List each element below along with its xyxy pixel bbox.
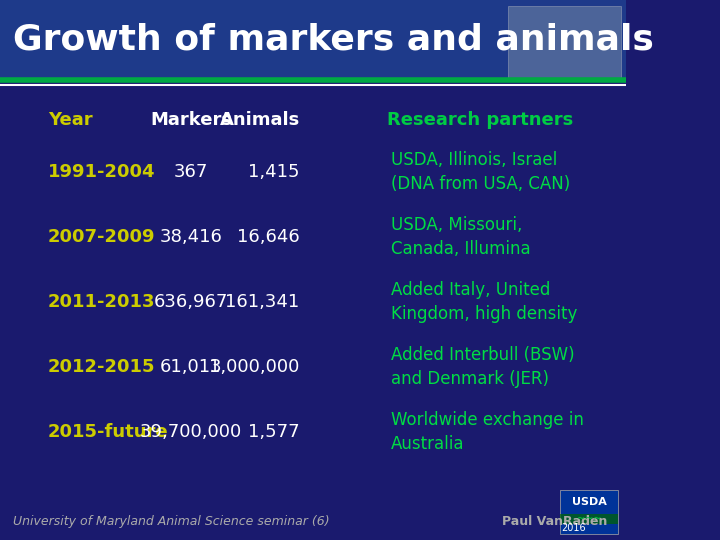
Text: USDA, Missouri,
Canada, Illumina: USDA, Missouri, Canada, Illumina bbox=[391, 216, 531, 258]
Text: University of Maryland Animal Science seminar (6): University of Maryland Animal Science se… bbox=[13, 515, 330, 528]
Text: Growth of markers and animals: Growth of markers and animals bbox=[13, 22, 654, 56]
Text: 2011-2013: 2011-2013 bbox=[48, 293, 156, 311]
Text: 1,415: 1,415 bbox=[248, 163, 300, 181]
Text: Research partners: Research partners bbox=[387, 111, 573, 129]
Text: 2016: 2016 bbox=[561, 523, 585, 533]
Text: Animals: Animals bbox=[220, 111, 300, 129]
Text: Year: Year bbox=[48, 111, 92, 129]
Bar bbox=[560, 490, 618, 534]
Text: 636,967: 636,967 bbox=[154, 293, 228, 311]
Bar bbox=[0, 0, 626, 78]
Text: 61,013: 61,013 bbox=[160, 358, 222, 376]
Text: 1,000,000: 1,000,000 bbox=[210, 358, 300, 376]
Text: ~~~: ~~~ bbox=[577, 514, 601, 524]
Text: 2007-2009: 2007-2009 bbox=[48, 228, 156, 246]
Text: USDA, Illinois, Israel
(DNA from USA, CAN): USDA, Illinois, Israel (DNA from USA, CA… bbox=[391, 151, 570, 193]
Text: Markers: Markers bbox=[150, 111, 232, 129]
Text: 367: 367 bbox=[174, 163, 208, 181]
Text: 1,577: 1,577 bbox=[248, 423, 300, 441]
Text: Added Interbull (BSW)
and Denmark (JER): Added Interbull (BSW) and Denmark (JER) bbox=[391, 346, 575, 388]
Text: USDA: USDA bbox=[572, 497, 606, 507]
Text: 2012-2015: 2012-2015 bbox=[48, 358, 156, 376]
Text: 16,646: 16,646 bbox=[237, 228, 300, 246]
Text: 38,416: 38,416 bbox=[160, 228, 222, 246]
Bar bbox=[508, 6, 621, 78]
Bar bbox=[560, 514, 618, 524]
Text: Added Italy, United
Kingdom, high density: Added Italy, United Kingdom, high densit… bbox=[391, 281, 577, 323]
Text: Worldwide exchange in
Australia: Worldwide exchange in Australia bbox=[391, 411, 584, 453]
Text: 39,700,000: 39,700,000 bbox=[140, 423, 242, 441]
Text: 1991-2004: 1991-2004 bbox=[48, 163, 156, 181]
Text: Paul VanRaden: Paul VanRaden bbox=[502, 515, 608, 528]
Text: 2015-future: 2015-future bbox=[48, 423, 168, 441]
Text: 161,341: 161,341 bbox=[225, 293, 300, 311]
